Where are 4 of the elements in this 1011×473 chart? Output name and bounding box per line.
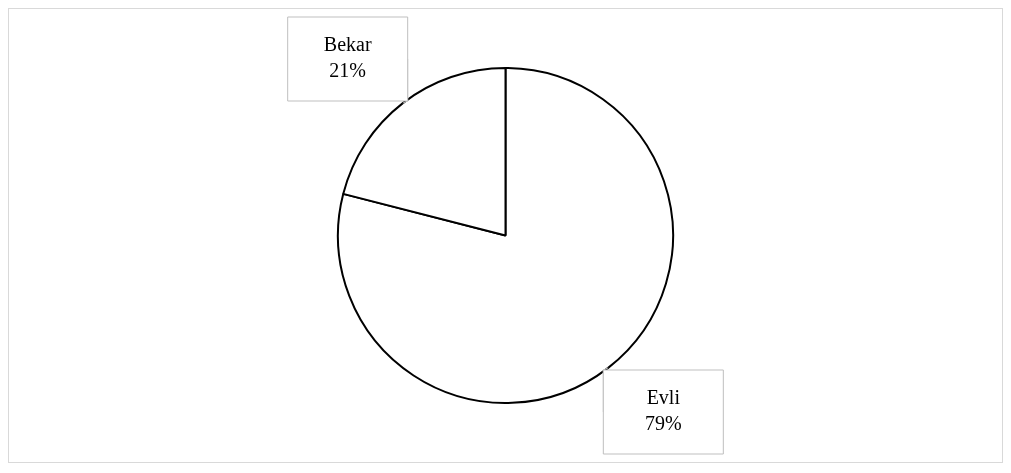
slice-label: Bekar: [323, 33, 372, 56]
data-label: 21%: [329, 59, 367, 82]
slice-label: Evli: [646, 386, 681, 409]
data-label: 79%: [644, 412, 682, 435]
